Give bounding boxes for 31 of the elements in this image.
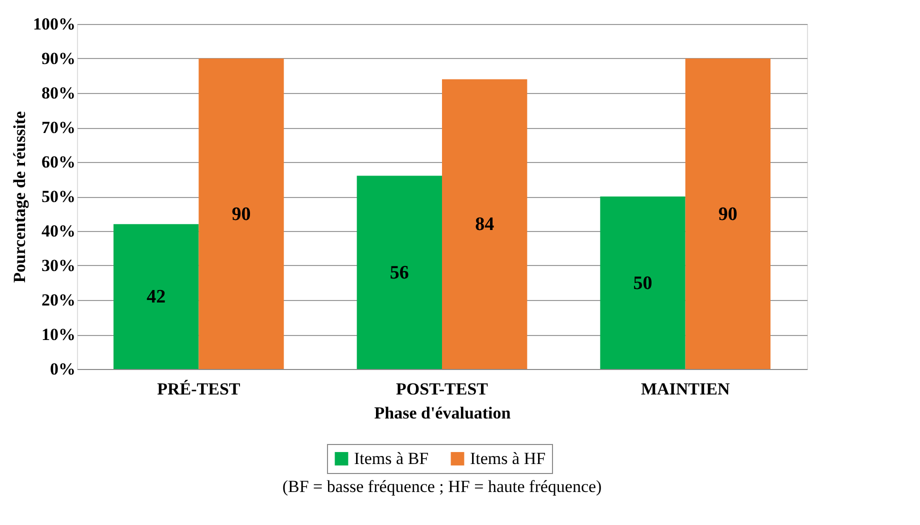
data-label: 50 bbox=[633, 272, 652, 294]
x-tick-label: PRÉ-TEST bbox=[157, 380, 241, 398]
y-tick-label: 80% bbox=[42, 84, 76, 102]
data-label: 90 bbox=[718, 204, 738, 225]
legend-label: Items à BF bbox=[354, 448, 429, 468]
y-tick-label: 0% bbox=[50, 360, 76, 378]
bar bbox=[114, 224, 199, 369]
bar bbox=[600, 196, 686, 369]
data-label: 56 bbox=[390, 262, 409, 284]
legend-label: Items à HF bbox=[470, 448, 546, 468]
x-axis-title: Phase d'évaluation bbox=[374, 404, 512, 422]
bar bbox=[442, 79, 528, 369]
y-tick-label: 50% bbox=[42, 187, 76, 206]
bar bbox=[356, 176, 442, 369]
y-tick-label: 10% bbox=[42, 325, 76, 344]
y-tick-label: 40% bbox=[42, 222, 76, 240]
bar bbox=[685, 58, 770, 369]
x-tick-label: MAINTIEN bbox=[640, 380, 730, 398]
data-label: 90 bbox=[232, 204, 251, 225]
data-label: 42 bbox=[146, 286, 166, 308]
y-tick-label: 20% bbox=[42, 290, 76, 310]
data-label: 84 bbox=[475, 214, 495, 236]
bar bbox=[198, 58, 284, 369]
y-tick-label: 70% bbox=[42, 118, 76, 137]
text: (BF = basse fréquence ; HF = haute fréquence) bbox=[282, 477, 602, 496]
y-tick-label: 30% bbox=[42, 256, 76, 275]
y-tick-label: 90% bbox=[42, 49, 76, 68]
y-axis-title: Pourcentage de réussite bbox=[10, 110, 29, 283]
x-tick-label: POST-TEST bbox=[396, 380, 489, 398]
y-tick-label: 100% bbox=[33, 14, 76, 34]
y-tick-label: 60% bbox=[42, 152, 76, 172]
